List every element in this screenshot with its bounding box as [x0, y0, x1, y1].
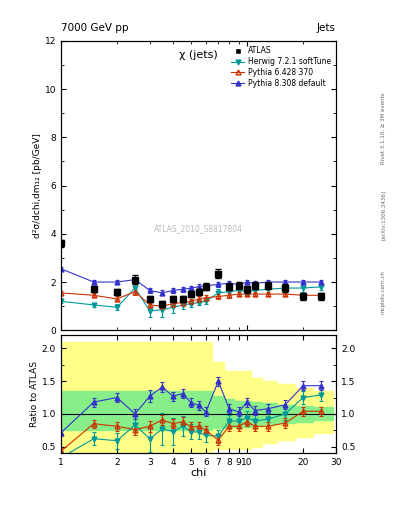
Text: ATLAS_2010_S8817804: ATLAS_2010_S8817804: [154, 224, 243, 233]
Text: mcplots.cern.ch: mcplots.cern.ch: [381, 270, 386, 314]
X-axis label: chi: chi: [190, 468, 207, 478]
Text: 7000 GeV pp: 7000 GeV pp: [61, 23, 129, 33]
Text: Jets: Jets: [317, 23, 336, 33]
Text: χ (jets): χ (jets): [179, 50, 218, 59]
Y-axis label: Ratio to ATLAS: Ratio to ATLAS: [30, 361, 39, 427]
Text: Rivet 3.1.10, ≥ 3M events: Rivet 3.1.10, ≥ 3M events: [381, 92, 386, 164]
Y-axis label: d²σ/dchi,dm₁₂ [pb/GeV]: d²σ/dchi,dm₁₂ [pb/GeV]: [33, 133, 42, 238]
Legend: ATLAS, Herwig 7.2.1 softTune, Pythia 6.428 370, Pythia 8.308 default: ATLAS, Herwig 7.2.1 softTune, Pythia 6.4…: [229, 45, 332, 90]
Text: [arXiv:1306.3436]: [arXiv:1306.3436]: [381, 190, 386, 240]
